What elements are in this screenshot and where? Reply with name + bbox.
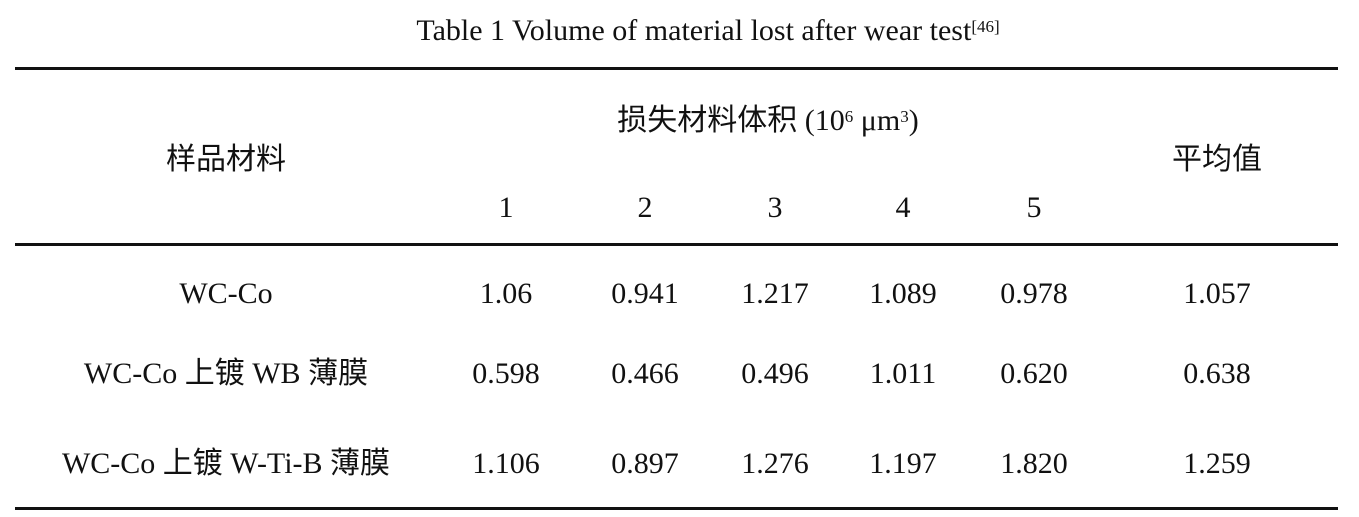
cell-value: 1.06 <box>479 277 533 310</box>
cell-value: 1.276 <box>741 447 809 480</box>
cell-value: 0.897 <box>611 447 679 480</box>
cell-value: 1.106 <box>472 447 540 480</box>
cell-value: 0.978 <box>1000 277 1068 310</box>
table-caption: Table 1 Volume of material lost after we… <box>416 14 999 48</box>
cell-value: 0.496 <box>741 357 809 390</box>
cell-material: WC-Co 上镀 W-Ti-B 薄膜 <box>61 447 391 480</box>
header-trial-3: 3 <box>767 191 783 224</box>
cell-average: 1.259 <box>1183 447 1251 480</box>
header-trial-2: 2 <box>637 191 653 224</box>
cell-average: 1.057 <box>1183 277 1251 310</box>
cell-average: 0.638 <box>1183 357 1251 390</box>
cell-value: 0.941 <box>611 277 679 310</box>
header-close-paren: ) <box>908 104 919 137</box>
header-trial-1: 1 <box>498 191 514 224</box>
header-trial-4: 4 <box>895 191 911 224</box>
cell-value: 1.820 <box>1000 447 1068 480</box>
cell-material: WC-Co <box>179 277 273 310</box>
header-average: 平均值 <box>1172 143 1262 176</box>
header-volume-lost: 损失材料体积 (106 μm3) <box>617 104 918 138</box>
cell-value: 1.217 <box>741 277 809 310</box>
cell-value: 0.598 <box>472 357 540 390</box>
header-volume-label: 损失材料体积 (10 <box>617 104 845 137</box>
cell-value: 1.197 <box>869 447 937 480</box>
header-trial-5: 5 <box>1026 191 1042 224</box>
header-unit-exponent: 3 <box>900 107 909 126</box>
cell-value: 1.089 <box>869 277 937 310</box>
cell-value: 0.620 <box>1000 357 1068 390</box>
cell-value: 1.011 <box>869 357 937 390</box>
cell-material: WC-Co 上镀 WB 薄膜 <box>83 357 369 390</box>
header-exponent: 6 <box>844 107 854 126</box>
header-rule <box>15 243 1338 246</box>
caption-reference: [46] <box>971 17 1000 36</box>
header-unit: μm <box>853 104 901 137</box>
bottom-rule <box>15 507 1338 510</box>
cell-value: 0.466 <box>611 357 679 390</box>
caption-text: Table 1 Volume of material lost after we… <box>416 14 972 47</box>
top-rule <box>15 67 1338 70</box>
header-sample-material: 样品材料 <box>166 143 286 176</box>
